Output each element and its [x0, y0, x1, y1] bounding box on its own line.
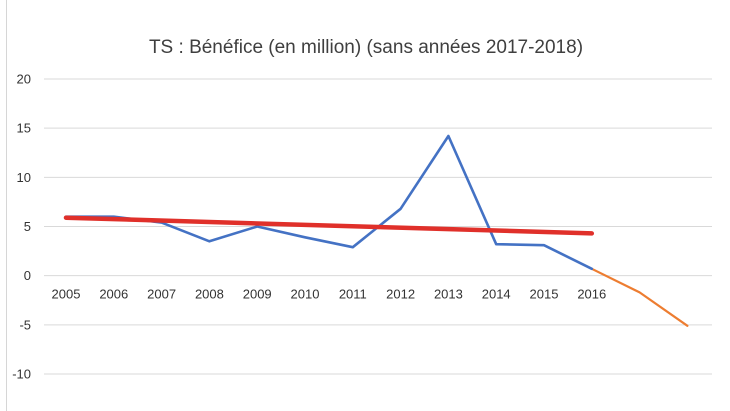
- x-tick-label: 2013: [434, 287, 463, 302]
- x-tick-label: 2005: [52, 287, 81, 302]
- y-tick-label: 20: [17, 72, 31, 87]
- series-line-forecast: [590, 267, 689, 327]
- chart-title: TS : Bénéfice (en million) (sans années …: [149, 37, 583, 58]
- y-axis-ticks: 20 15 10 5 0 -5 -10: [12, 72, 31, 382]
- x-tick-label: 2014: [482, 287, 511, 302]
- x-tick-label: 2007: [147, 287, 176, 302]
- series-line-trend: [63, 215, 595, 236]
- series-line-actual: [64, 134, 594, 271]
- x-tick-label: 2012: [386, 287, 415, 302]
- y-tick-label: -5: [19, 317, 31, 332]
- x-tick-label: 2016: [577, 287, 606, 302]
- y-tick-label: 5: [24, 219, 31, 234]
- series-lines: [63, 134, 689, 327]
- x-tick-label: 2009: [243, 287, 272, 302]
- x-tick-label: 2006: [99, 287, 128, 302]
- y-tick-label: 15: [17, 121, 31, 136]
- y-tick-label: 10: [17, 170, 31, 185]
- x-axis-ticks: 2005 2006 2007 2008 2009 2010 2011 2012 2013 2014…: [52, 287, 607, 302]
- y-tick-label: 0: [24, 268, 31, 283]
- x-tick-label: 2008: [195, 287, 224, 302]
- grid-lines: [44, 78, 712, 375]
- x-tick-label: 2015: [530, 287, 559, 302]
- x-tick-label: 2011: [339, 287, 367, 302]
- x-tick-label: 2010: [291, 287, 320, 302]
- left-border: [6, 0, 7, 411]
- y-tick-label: -10: [12, 367, 31, 382]
